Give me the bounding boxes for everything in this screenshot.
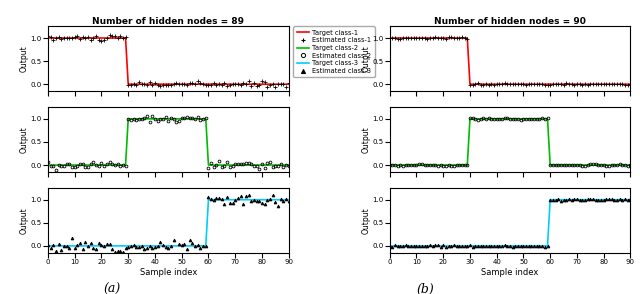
Y-axis label: Output: Output <box>20 126 29 153</box>
Y-axis label: Output: Output <box>20 207 29 234</box>
Y-axis label: Output: Output <box>20 46 29 72</box>
Text: (b): (b) <box>417 283 435 294</box>
X-axis label: Sample index: Sample index <box>140 268 197 277</box>
X-axis label: Sample index: Sample index <box>481 268 539 277</box>
Title: Number of hidden nodes = 90: Number of hidden nodes = 90 <box>434 17 586 26</box>
Title: Number of hidden nodes = 89: Number of hidden nodes = 89 <box>92 17 244 26</box>
Text: (a): (a) <box>104 283 120 294</box>
Y-axis label: Output: Output <box>362 126 371 153</box>
Y-axis label: Output: Output <box>362 46 371 72</box>
Legend: Target class-1, Estimated class-1, Target class-2, Estimated class-2, Target cla: Target class-1, Estimated class-1, Targe… <box>294 26 374 77</box>
Y-axis label: Output: Output <box>362 207 371 234</box>
